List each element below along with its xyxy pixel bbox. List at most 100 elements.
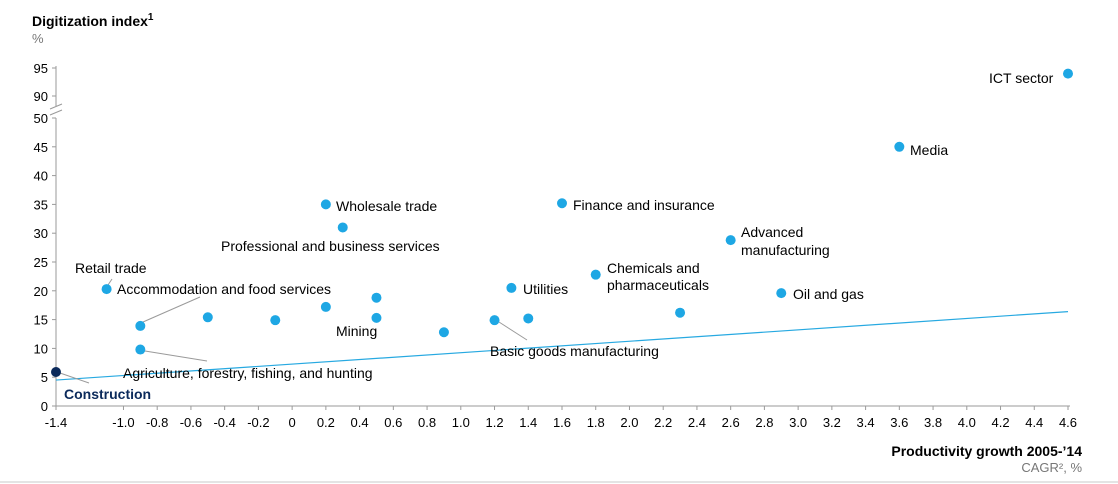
point-unlabeled-16 xyxy=(270,315,281,326)
y-tick-label: 0 xyxy=(41,399,48,414)
point-unlabeled-20 xyxy=(523,313,534,324)
label-advanced-manufacturing: Advanced manufacturing xyxy=(741,224,830,258)
x-tick-label: 4.4 xyxy=(1025,415,1043,430)
point-finance-and-insurance xyxy=(557,198,567,209)
x-tick-label: -1.4 xyxy=(45,415,67,430)
label-advanced-line1: Advanced xyxy=(741,224,803,240)
point-unlabeled-19 xyxy=(438,327,449,338)
trend-line xyxy=(55,311,1069,381)
label-finance-insurance: Finance and insurance xyxy=(573,197,715,213)
y-tick-label: 35 xyxy=(34,197,48,212)
label-chemicals: Chemicals and pharmaceuticals xyxy=(607,260,709,293)
y-tick-label: 40 xyxy=(34,169,48,184)
x-tick-label: 0.6 xyxy=(384,415,402,430)
chart-title: Digitization index1 xyxy=(32,12,154,29)
x-tick-label: -0.4 xyxy=(213,415,235,430)
y-tick-label: 25 xyxy=(34,255,48,270)
x-tick-label: 4.0 xyxy=(958,415,976,430)
x-tick-label: 1.4 xyxy=(519,415,537,430)
x-tick-label: 3.2 xyxy=(823,415,841,430)
y-tick-label: 50 xyxy=(34,111,48,126)
label-media: Media xyxy=(910,142,948,158)
leader-accommodation xyxy=(142,296,201,323)
leader-construction xyxy=(59,372,90,384)
label-ict-sector: ICT sector xyxy=(989,70,1054,86)
x-tick-label: 4.2 xyxy=(991,415,1009,430)
y-tick-label: 30 xyxy=(34,226,48,241)
y-tick-label: 90 xyxy=(34,89,48,104)
point-utilities xyxy=(506,282,517,293)
label-utilities: Utilities xyxy=(523,281,568,297)
y-tick-label: 5 xyxy=(41,370,48,385)
point-unlabeled-15 xyxy=(202,312,213,323)
x-tick-label: 0.8 xyxy=(418,415,436,430)
point-basic-goods-manufacturing xyxy=(489,315,500,326)
point-unlabeled-18 xyxy=(371,292,382,303)
y-tick-label: 20 xyxy=(34,284,48,299)
x-tick-label: 0 xyxy=(289,415,296,430)
x-ticks: -1.4 -1.0 -0.8 -0.6 -0.4 -0.2 0 0.2 0.4 0.6 0.8 1.0… xyxy=(45,406,1077,430)
x-tick-label: 1.6 xyxy=(553,415,571,430)
point-labels: ICT sector Media Wholesale trade Profess… xyxy=(64,70,1054,402)
leader-basic-goods xyxy=(498,321,528,341)
x-tick-label: 1.8 xyxy=(587,415,605,430)
x-tick-label: 0.4 xyxy=(351,415,369,430)
x-axis-unit: CAGR², % xyxy=(1021,460,1082,475)
x-tick-label: 3.8 xyxy=(924,415,942,430)
x-tick-label: -1.0 xyxy=(112,415,134,430)
x-axis-label: Productivity growth 2005-’14 xyxy=(891,443,1082,459)
x-tick-label: 3.6 xyxy=(890,415,908,430)
chart-title-unit: % xyxy=(32,31,44,46)
point-unlabeled-17 xyxy=(320,301,331,312)
label-mining: Mining xyxy=(336,323,377,339)
label-agriculture: Agriculture, forestry, fishing, and hunt… xyxy=(123,365,373,381)
point-ict-sector xyxy=(1063,68,1073,79)
point-wholesale-trade xyxy=(320,199,331,210)
label-chemicals-line1: Chemicals and xyxy=(607,260,700,276)
point-agriculture-forestry-fishing-and-hunting xyxy=(135,344,146,355)
x-tick-label: 1.2 xyxy=(485,415,503,430)
x-tick-label: 2.6 xyxy=(722,415,740,430)
x-tick-label: 4.6 xyxy=(1059,415,1077,430)
point-construction xyxy=(51,367,61,378)
point-retail-trade xyxy=(135,320,146,331)
label-professional-business: Professional and business services xyxy=(221,238,440,254)
point-professional-and-business-services xyxy=(337,222,348,233)
y-tick-label: 10 xyxy=(34,341,48,356)
x-tick-label: -0.2 xyxy=(247,415,269,430)
label-accommodation: Accommodation and food services xyxy=(117,281,331,297)
label-chemicals-line2: pharmaceuticals xyxy=(607,277,709,293)
data-points xyxy=(51,68,1073,378)
point-oil-and-gas xyxy=(776,288,787,299)
axis-break-icon xyxy=(49,103,63,116)
point-mining xyxy=(371,312,382,323)
y-tick-label: 95 xyxy=(34,61,48,76)
point-chemicals-and-pharmaceuticals xyxy=(590,269,601,280)
label-advanced-line2: manufacturing xyxy=(741,242,830,258)
y-tick-label: 45 xyxy=(34,140,48,155)
leader-retail-trade xyxy=(107,278,113,286)
x-tick-label: 1.0 xyxy=(452,415,470,430)
leader-lines xyxy=(59,278,528,384)
x-tick-label: -0.6 xyxy=(180,415,202,430)
point-advanced-manufacturing xyxy=(725,235,736,246)
y-ticks: 0 5 10 15 20 25 30 35 40 45 50 90 95 xyxy=(34,61,56,414)
x-tick-label: 2.4 xyxy=(688,415,706,430)
label-wholesale-trade: Wholesale trade xyxy=(336,198,437,214)
x-tick-label: 2.0 xyxy=(620,415,638,430)
chart-title-text: Digitization index xyxy=(32,13,148,29)
label-oil-gas: Oil and gas xyxy=(793,286,864,302)
x-tick-label: 2.2 xyxy=(654,415,672,430)
label-basic-goods: Basic goods manufacturing xyxy=(490,343,659,359)
y-tick-label: 15 xyxy=(34,313,48,328)
label-construction: Construction xyxy=(64,386,151,402)
x-tick-label: 3.4 xyxy=(857,415,875,430)
x-tick-label: 2.8 xyxy=(755,415,773,430)
x-tick-label: 3.0 xyxy=(789,415,807,430)
chart-title-footnote: 1 xyxy=(148,12,154,23)
label-retail-trade: Retail trade xyxy=(75,260,147,276)
leader-agriculture xyxy=(144,350,208,362)
point-accommodation-and-food-services xyxy=(101,284,112,295)
x-tick-label: 0.2 xyxy=(317,415,335,430)
